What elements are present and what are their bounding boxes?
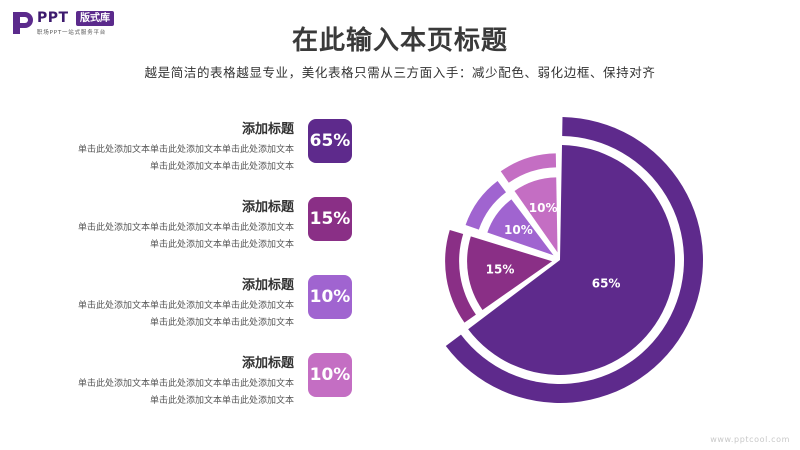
item-desc-line: 单击此处添加文本单击此处添加文本单击此处添加文本 <box>77 223 294 233</box>
item-title: 添加标题 <box>241 278 294 293</box>
pie-slice-label: 10% <box>504 223 533 237</box>
item-description: 单击此处添加文本单击此处添加文本单击此处添加文本 单击此处添加文本单击此处添加文… <box>78 376 294 410</box>
page-title: 在此输入本页标题 <box>291 26 508 56</box>
item-description: 单击此处添加文本单击此处添加文本单击此处添加文本 单击此处添加文本单击此处添加文… <box>78 298 294 332</box>
list-item: 添加标题 单击此处添加文本单击此处添加文本单击此处添加文本 单击此处添加文本单击… <box>40 352 360 414</box>
pie-slice-fill <box>468 145 675 375</box>
pie-slice-fill <box>514 177 558 253</box>
list-item: 添加标题 单击此处添加文本单击此处添加文本单击此处添加文本 单击此处添加文本单击… <box>40 274 360 336</box>
page-subtitle: 越是简洁的表格越显专业，美化表格只需从三方面入手：减少配色、弱化边框、保持对齐 <box>144 65 656 80</box>
logo-badge: 版式库 <box>76 11 114 26</box>
item-desc-line: 单击此处添加文本单击此处添加文本 <box>149 318 294 328</box>
pie-slice-label: 15% <box>486 262 515 276</box>
pie-slice-3: 10% <box>465 181 554 256</box>
item-desc-line: 单击此处添加文本单击此处添加文本 <box>149 240 294 250</box>
item-desc-line: 单击此处添加文本单击此处添加文本单击此处添加文本 <box>77 379 294 389</box>
value-badge: 65% <box>308 119 352 163</box>
pie-slice-1: 65% <box>445 117 703 403</box>
pie-slice-fill <box>467 236 553 311</box>
pie-slice-ring <box>445 229 476 323</box>
item-desc-line: 单击此处添加文本单击此处添加文本单击此处添加文本 <box>77 301 294 311</box>
item-description: 单击此处添加文本单击此处添加文本单击此处添加文本 单击此处添加文本单击此处添加文… <box>78 142 294 176</box>
item-desc-line: 单击此处添加文本单击此处添加文本 <box>149 162 294 172</box>
value-badge: 10% <box>308 353 352 397</box>
item-title: 添加标题 <box>241 356 294 371</box>
logo-tagline: 职场PPT一站式服务平台 <box>37 30 107 36</box>
pie-slice-4: 10% <box>500 153 558 253</box>
logo-text: PPT <box>37 10 69 26</box>
pie-slice-2: 15% <box>445 229 553 323</box>
item-title: 添加标题 <box>241 200 294 215</box>
logo: PPT 版式库 职场PPT一站式服务平台 <box>10 8 160 38</box>
item-title: 添加标题 <box>241 122 294 137</box>
value-badge: 15% <box>308 197 352 241</box>
pie-slice-fill <box>487 199 554 256</box>
pie-chart: 65% 15% 10% 10% <box>445 117 703 403</box>
item-description: 单击此处添加文本单击此处添加文本单击此处添加文本 单击此处添加文本单击此处添加文… <box>78 220 294 254</box>
item-desc-line: 单击此处添加文本单击此处添加文本单击此处添加文本 <box>77 145 294 155</box>
item-desc-line: 单击此处添加文本单击此处添加文本 <box>149 396 294 406</box>
pie-slice-ring <box>500 153 557 183</box>
watermark: www.pptcool.com <box>710 435 790 444</box>
list-item: 添加标题 单击此处添加文本单击此处添加文本单击此处添加文本 单击此处添加文本单击… <box>40 196 360 258</box>
logo-mark-icon <box>13 12 33 34</box>
list-item: 添加标题 单击此处添加文本单击此处添加文本单击此处添加文本 单击此处添加文本单击… <box>40 118 360 180</box>
pie-slice-label: 10% <box>529 201 558 215</box>
value-badge: 10% <box>308 275 352 319</box>
pie-slice-ring <box>465 181 506 230</box>
pie-slice-label: 65% <box>592 276 621 290</box>
